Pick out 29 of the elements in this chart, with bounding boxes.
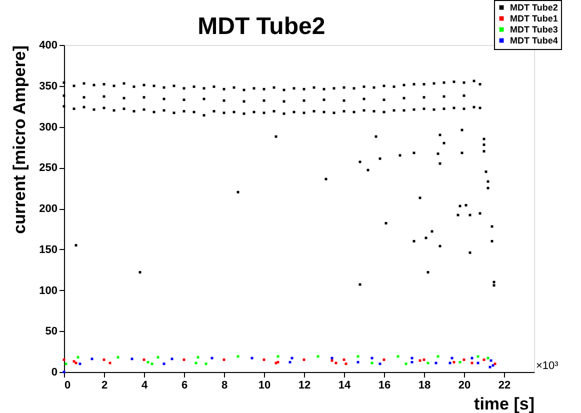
y-tick-label: 100 — [39, 284, 58, 297]
y-tick-label: 200 — [39, 203, 58, 215]
y-tick-label: 0 — [51, 366, 58, 378]
x-tick-label: 16 — [378, 380, 391, 392]
x-tick-label: 18 — [418, 380, 431, 392]
x-tick-label: 20 — [458, 380, 471, 392]
text: ×10³ — [536, 360, 559, 372]
x-tick-label: 12 — [298, 380, 311, 392]
x-tick-label: 2 — [101, 380, 108, 392]
y-axis-title: current [micro Ampere] — [10, 46, 30, 234]
x-tick-label: 8 — [221, 380, 228, 392]
x-tick-label: 14 — [338, 380, 352, 392]
y-tick-label: 250 — [39, 162, 58, 174]
y-tick-label: 350 — [39, 80, 58, 92]
x-tick-label: 10 — [258, 380, 271, 392]
y-tick-label: 300 — [39, 121, 58, 134]
y-tick-label: 50 — [45, 326, 58, 338]
legend-label: MDT Tube2 — [510, 2, 558, 12]
legend-label: MDT Tube1 — [510, 14, 558, 24]
legend-label: MDT Tube4 — [510, 36, 558, 46]
x-tick-label: 6 — [181, 380, 188, 392]
legend-label: MDT Tube3 — [510, 24, 558, 34]
x-axis-title: time [s] — [474, 394, 534, 413]
x-tick-label: 22 — [498, 380, 511, 392]
x-tick-label: 0 — [64, 380, 71, 392]
y-tick-label: 400 — [39, 40, 58, 52]
x-tick-label: 4 — [141, 380, 148, 392]
chart-title: MDT Tube2 — [198, 13, 326, 40]
y-tick-label: 150 — [39, 244, 58, 256]
